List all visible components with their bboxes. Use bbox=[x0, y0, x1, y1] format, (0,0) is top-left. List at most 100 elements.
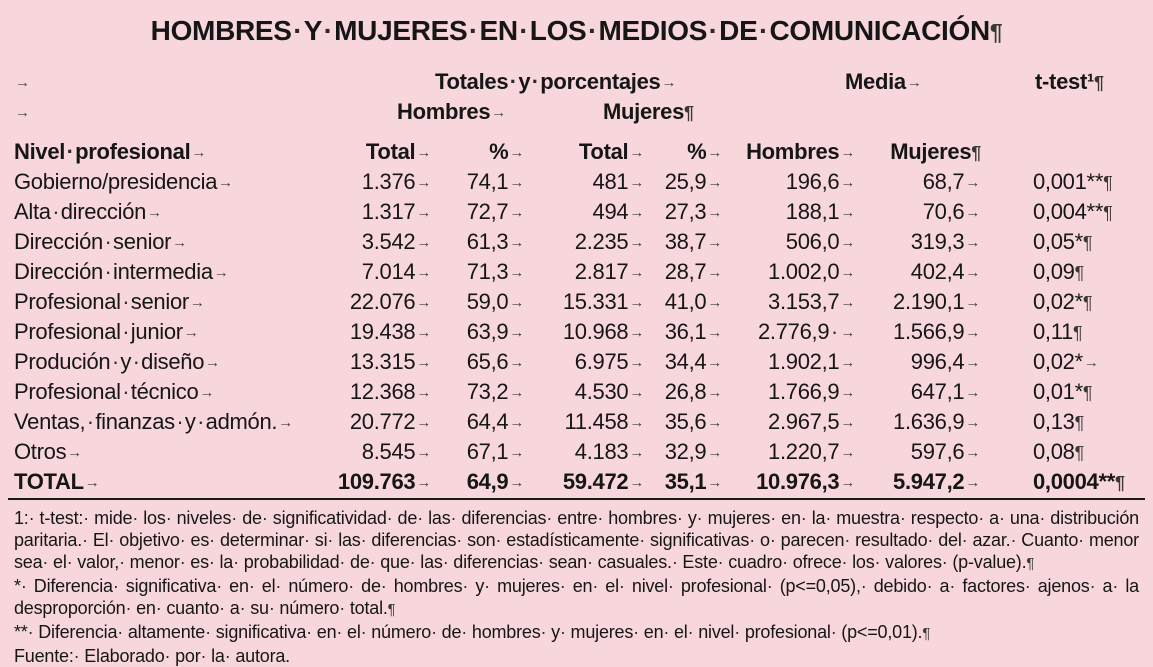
tab-mark-icon: → bbox=[965, 413, 980, 431]
space-mark: · bbox=[717, 552, 724, 572]
tab-mark-icon: → bbox=[661, 73, 677, 91]
table-cell: 996,4→ bbox=[910, 349, 981, 374]
tab-mark-icon: → bbox=[509, 383, 524, 401]
table-cell: 402,4→ bbox=[910, 259, 981, 284]
tab-mark-icon: → bbox=[965, 263, 980, 281]
space-mark: · bbox=[462, 576, 469, 596]
tab-mark-icon: → bbox=[67, 443, 82, 461]
table-cell: 35,1→ bbox=[664, 469, 723, 494]
space-mark: · bbox=[348, 576, 354, 596]
table-cell: 0,02*→ bbox=[1033, 349, 1099, 374]
space-mark: · bbox=[360, 530, 367, 550]
table-cell: Profesional·técnico→ bbox=[14, 379, 215, 404]
tab-mark-icon: → bbox=[707, 293, 722, 311]
space-mark: · bbox=[734, 622, 741, 642]
space-mark: · bbox=[86, 409, 94, 434]
tab-mark-icon: → bbox=[840, 323, 855, 341]
pilcrow-mark-icon: ¶ bbox=[684, 103, 694, 123]
tab-mark-icon: → bbox=[629, 383, 644, 401]
tab-mark-icon: → bbox=[509, 263, 524, 281]
space-mark: · bbox=[639, 530, 645, 550]
table-cell: 32,9→ bbox=[664, 439, 723, 464]
space-mark: · bbox=[519, 15, 529, 46]
footnote-paragraph: **· Diferencia· altamente· significativa… bbox=[14, 621, 1139, 645]
space-mark: · bbox=[766, 576, 773, 596]
tab-mark-icon: → bbox=[965, 353, 980, 371]
space-mark: · bbox=[409, 552, 416, 572]
space-mark: · bbox=[696, 508, 703, 528]
space-mark: · bbox=[676, 508, 683, 528]
footnote-line: paritaria.· El· objetivo· es· determinar… bbox=[14, 530, 1139, 550]
tab-mark-icon: → bbox=[416, 233, 431, 251]
tab-mark-icon: → bbox=[840, 413, 855, 431]
space-mark: · bbox=[164, 646, 171, 666]
tab-mark-icon: → bbox=[416, 203, 431, 221]
table-header-row: Nivel·profesional→ Total→ %→ Total→ %→ Hombre… bbox=[14, 137, 1139, 167]
tab-mark-icon: → bbox=[416, 293, 431, 311]
tab-mark-icon: → bbox=[416, 473, 431, 491]
space-mark: · bbox=[687, 622, 694, 642]
space-mark: · bbox=[841, 552, 848, 572]
space-mark: · bbox=[306, 622, 312, 642]
pilcrow-mark-icon: ¶ bbox=[971, 143, 981, 163]
pilcrow-mark-icon: ¶ bbox=[1074, 413, 1085, 433]
tab-mark-icon: → bbox=[840, 143, 855, 161]
space-mark: · bbox=[104, 259, 112, 284]
space-mark: · bbox=[323, 15, 333, 46]
tab-mark-icon: → bbox=[1083, 353, 1099, 371]
table-cell: 19.438→ bbox=[349, 319, 431, 344]
header-label: Hombres→ bbox=[397, 99, 506, 124]
table-cell: 67,1→ bbox=[466, 439, 525, 464]
space-mark: · bbox=[108, 530, 115, 550]
table-cell: Nivel·profesional→ bbox=[14, 139, 207, 164]
tab-mark-icon: → bbox=[629, 413, 644, 431]
space-mark: · bbox=[42, 552, 49, 572]
space-mark: · bbox=[587, 15, 597, 46]
tab-mark-icon: → bbox=[840, 263, 855, 281]
table-cell: 2.817→ bbox=[574, 259, 645, 284]
table-cell: %→ bbox=[489, 139, 524, 164]
space-mark: · bbox=[268, 598, 275, 618]
tab-mark-icon: → bbox=[278, 413, 293, 431]
space-mark: · bbox=[597, 508, 604, 528]
tab-mark-icon: → bbox=[707, 413, 722, 431]
pilcrow-mark-icon: ¶ bbox=[1073, 323, 1083, 343]
tab-mark-icon: → bbox=[147, 203, 162, 221]
footnote-line: sea· el· valor,· menor· es· la· probabil… bbox=[14, 552, 1035, 572]
space-mark: · bbox=[592, 576, 599, 596]
space-mark: · bbox=[132, 508, 139, 528]
tab-mark-icon: → bbox=[172, 233, 187, 251]
space-mark: · bbox=[248, 576, 255, 596]
table-cell: TOTAL→ bbox=[14, 469, 100, 494]
table-cell: 0,05*¶ bbox=[1033, 229, 1093, 254]
space-mark: · bbox=[104, 229, 112, 254]
table-cell: 4.530→ bbox=[574, 379, 645, 404]
table-row: Gobierno/presidencia→ 1.376→ 74,1→ 481→ 25,9… bbox=[14, 167, 1139, 197]
tab-mark-icon: → bbox=[707, 203, 722, 221]
space-mark: · bbox=[208, 552, 215, 572]
table-cell: Dirección·intermedia→ bbox=[14, 259, 229, 284]
space-mark: · bbox=[586, 552, 593, 572]
tab-mark-icon: → bbox=[965, 173, 980, 191]
space-mark: · bbox=[417, 508, 423, 528]
space-mark: · bbox=[844, 530, 851, 550]
tab-mark-icon: → bbox=[707, 473, 722, 491]
pilcrow-mark-icon: ¶ bbox=[1082, 383, 1093, 403]
tab-mark-icon: → bbox=[707, 233, 722, 251]
table-cell: 7.014→ bbox=[361, 259, 432, 284]
table-cell: 1.317→ bbox=[361, 199, 432, 224]
table-cell: Produción·y·diseño→ bbox=[14, 349, 220, 374]
table-cell: 0,13¶ bbox=[1033, 409, 1085, 434]
space-mark: · bbox=[336, 622, 343, 642]
table-cell: 28,7→ bbox=[664, 259, 723, 284]
space-mark: · bbox=[122, 379, 130, 404]
tab-mark-icon: → bbox=[965, 473, 980, 491]
tab-mark-icon: → bbox=[416, 263, 431, 281]
pilcrow-mark-icon: ¶ bbox=[1103, 203, 1113, 223]
tab-mark-icon: → bbox=[509, 323, 524, 341]
space-mark: · bbox=[303, 530, 310, 550]
tab-mark-icon: → bbox=[629, 143, 644, 161]
table-cell: %→ bbox=[687, 139, 722, 164]
space-mark: · bbox=[216, 576, 223, 596]
